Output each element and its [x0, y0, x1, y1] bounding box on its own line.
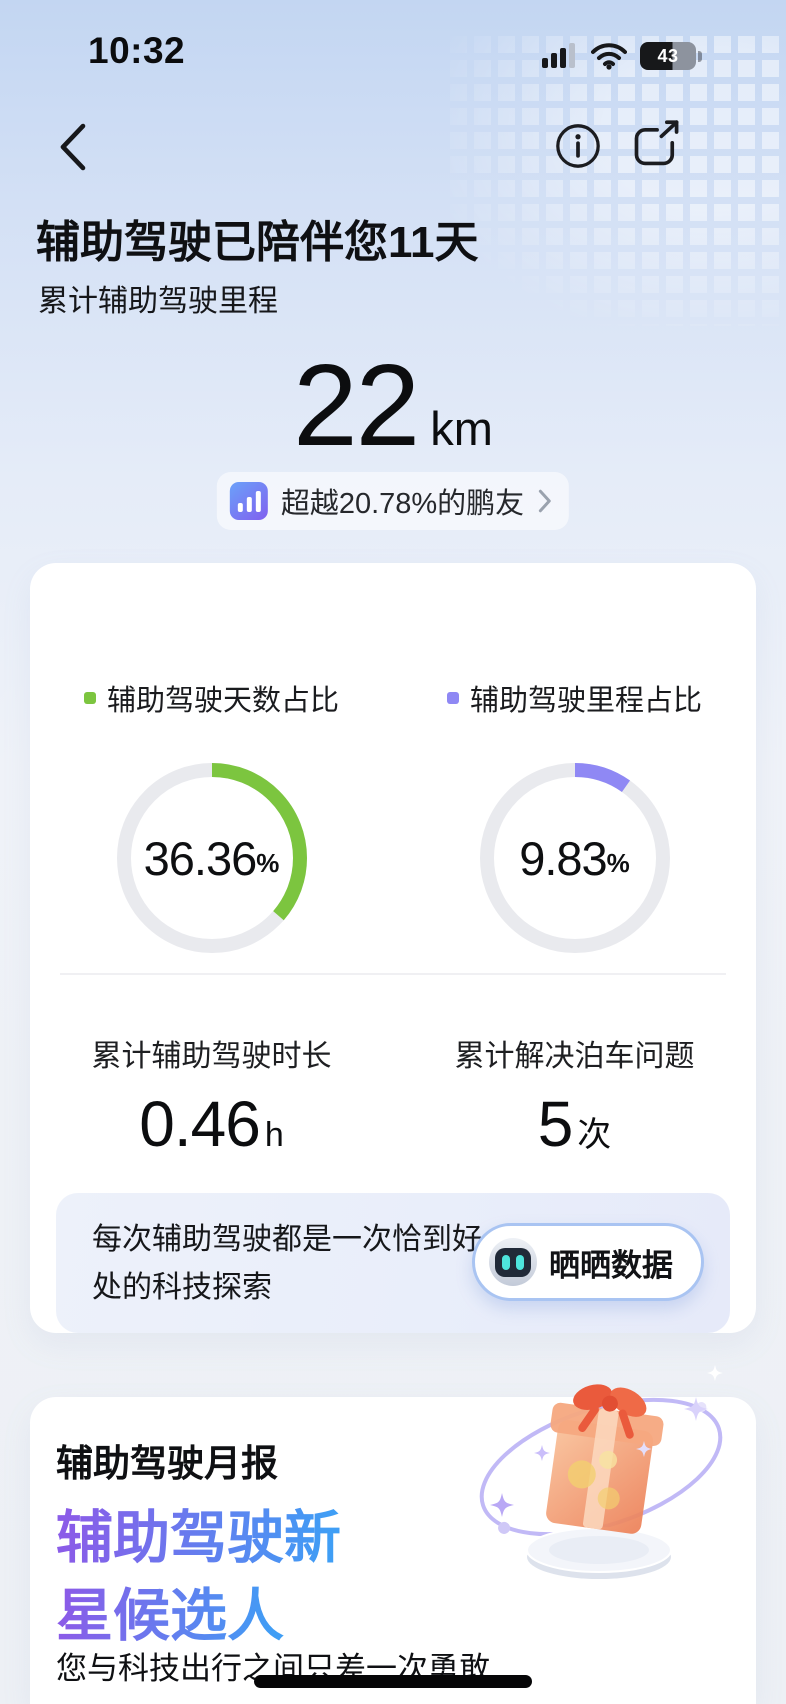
- donut-days-unit: %: [256, 847, 280, 878]
- mileage-value: 22: [293, 340, 420, 470]
- wifi-icon: [591, 42, 627, 70]
- metric-parking-unit: 次: [577, 1116, 612, 1154]
- metrics-row: 累计辅助驾驶时长 0.46 h 累计解决泊车问题 5 次: [30, 1031, 756, 1161]
- donut-mileage-chart: 9.83 %: [470, 753, 680, 963]
- monthly-report-title: 辅助驾驶月报: [56, 1443, 278, 1484]
- page-subtitle: 累计辅助驾驶里程: [38, 285, 278, 318]
- legend-days: 辅助驾驶天数占比: [83, 677, 339, 719]
- share-icon: [634, 120, 679, 166]
- headline-line-1: 辅助驾驶新: [56, 1499, 341, 1577]
- battery-nub: [698, 50, 702, 62]
- metric-parking: 累计解决泊车问题 5 次: [393, 1031, 756, 1161]
- share-button[interactable]: [630, 120, 682, 170]
- back-button[interactable]: [50, 120, 94, 176]
- legend-mileage: 辅助驾驶里程占比: [446, 677, 702, 719]
- monthly-headline: 辅助驾驶新 星候选人: [56, 1499, 341, 1655]
- metric-duration-label: 累计辅助驾驶时长: [91, 1040, 332, 1073]
- home-indicator[interactable]: [254, 1675, 532, 1688]
- cellular-signal-icon: [542, 43, 575, 68]
- metric-duration-value: 0.46: [139, 1088, 261, 1160]
- donut-mileage-unit: %: [606, 847, 630, 878]
- chevron-left-icon: [60, 123, 86, 170]
- metric-parking-value: 5: [537, 1088, 574, 1160]
- share-banner: 每次辅助驾驶都是一次恰到好 处的科技探索 晒晒数据: [56, 1193, 730, 1333]
- donut-mileage-value: 9.83: [519, 831, 607, 885]
- info-button[interactable]: [554, 122, 602, 170]
- headline-line-2: 星候选人: [56, 1577, 284, 1655]
- dot-grid-pattern: [450, 36, 786, 326]
- legend-dot-purple: [446, 692, 459, 704]
- mileage-unit: km: [430, 402, 493, 455]
- donut-days-panel: 辅助驾驶天数占比 36.36 %: [30, 563, 393, 963]
- legend-mileage-label: 辅助驾驶里程占比: [469, 685, 702, 717]
- rank-badge[interactable]: 超越20.78%的鹏友: [216, 472, 570, 530]
- banner-text: 每次辅助驾驶都是一次恰到好 处的科技探索: [92, 1223, 482, 1304]
- status-icons: 43: [542, 42, 702, 70]
- rank-badge-label: 超越20.78%的鹏友: [280, 488, 525, 520]
- status-time: 10:32: [88, 30, 186, 71]
- share-data-button[interactable]: 晒晒数据: [472, 1223, 704, 1301]
- monthly-report-card[interactable]: 辅助驾驶月报 辅助驾驶新 星候选人: [30, 1365, 756, 1704]
- mileage-total: 22 km: [0, 338, 786, 472]
- battery-icon: 43: [640, 42, 702, 70]
- metric-parking-label: 累计解决泊车问题: [454, 1040, 695, 1073]
- share-data-label: 晒晒数据: [549, 1247, 673, 1283]
- page-title: 辅助驾驶已陪伴您11天: [36, 218, 479, 267]
- donut-days-chart: 36.36 %: [107, 753, 317, 963]
- battery-percent: 43: [657, 45, 679, 66]
- legend-days-label: 辅助驾驶天数占比: [106, 685, 339, 717]
- donut-days-value: 36.36: [143, 831, 258, 885]
- legend-dot-green: [83, 692, 96, 704]
- stats-card: 辅助驾驶天数占比 36.36 % 辅助驾驶里程占比: [30, 563, 756, 1333]
- metric-duration: 累计辅助驾驶时长 0.46 h: [30, 1031, 393, 1161]
- donut-mileage-panel: 辅助驾驶里程占比 9.83 %: [393, 563, 756, 963]
- chevron-right-icon: [539, 489, 552, 513]
- donut-row: 辅助驾驶天数占比 36.36 % 辅助驾驶里程占比: [30, 563, 756, 963]
- divider: [60, 973, 726, 975]
- bar-chart-icon: [229, 482, 268, 520]
- robot-icon: [489, 1238, 537, 1286]
- gift-box-illustration: [479, 1365, 723, 1579]
- metric-duration-unit: h: [264, 1116, 284, 1154]
- info-icon: [556, 124, 600, 168]
